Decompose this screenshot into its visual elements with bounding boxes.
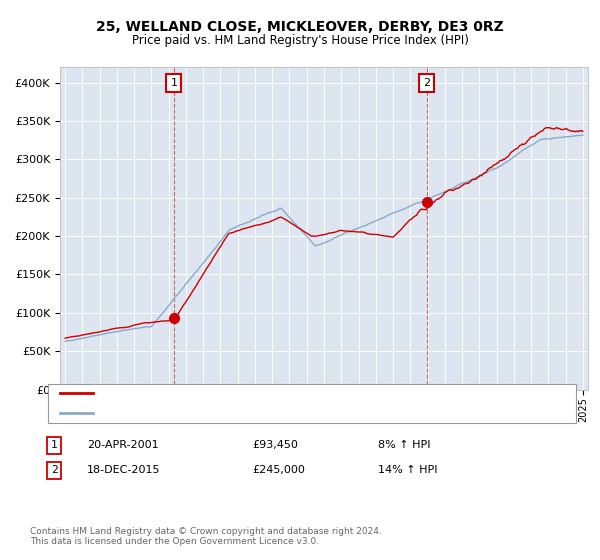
Text: 2: 2 <box>50 465 58 475</box>
Text: Price paid vs. HM Land Registry's House Price Index (HPI): Price paid vs. HM Land Registry's House … <box>131 34 469 46</box>
Text: 18-DEC-2015: 18-DEC-2015 <box>87 465 161 475</box>
Text: 1: 1 <box>50 440 58 450</box>
Text: 25, WELLAND CLOSE, MICKLEOVER, DERBY, DE3 0RZ (detached house): 25, WELLAND CLOSE, MICKLEOVER, DERBY, DE… <box>97 388 494 398</box>
Text: HPI: Average price, detached house, City of Derby: HPI: Average price, detached house, City… <box>97 408 377 418</box>
Text: 1: 1 <box>170 78 178 88</box>
Text: 20-APR-2001: 20-APR-2001 <box>87 440 158 450</box>
Text: £93,450: £93,450 <box>252 440 298 450</box>
Text: £245,000: £245,000 <box>252 465 305 475</box>
Text: 8% ↑ HPI: 8% ↑ HPI <box>378 440 431 450</box>
Text: 14% ↑ HPI: 14% ↑ HPI <box>378 465 437 475</box>
Text: Contains HM Land Registry data © Crown copyright and database right 2024.
This d: Contains HM Land Registry data © Crown c… <box>30 526 382 546</box>
Text: 25, WELLAND CLOSE, MICKLEOVER, DERBY, DE3 0RZ: 25, WELLAND CLOSE, MICKLEOVER, DERBY, DE… <box>96 20 504 34</box>
Text: 2: 2 <box>423 78 430 88</box>
